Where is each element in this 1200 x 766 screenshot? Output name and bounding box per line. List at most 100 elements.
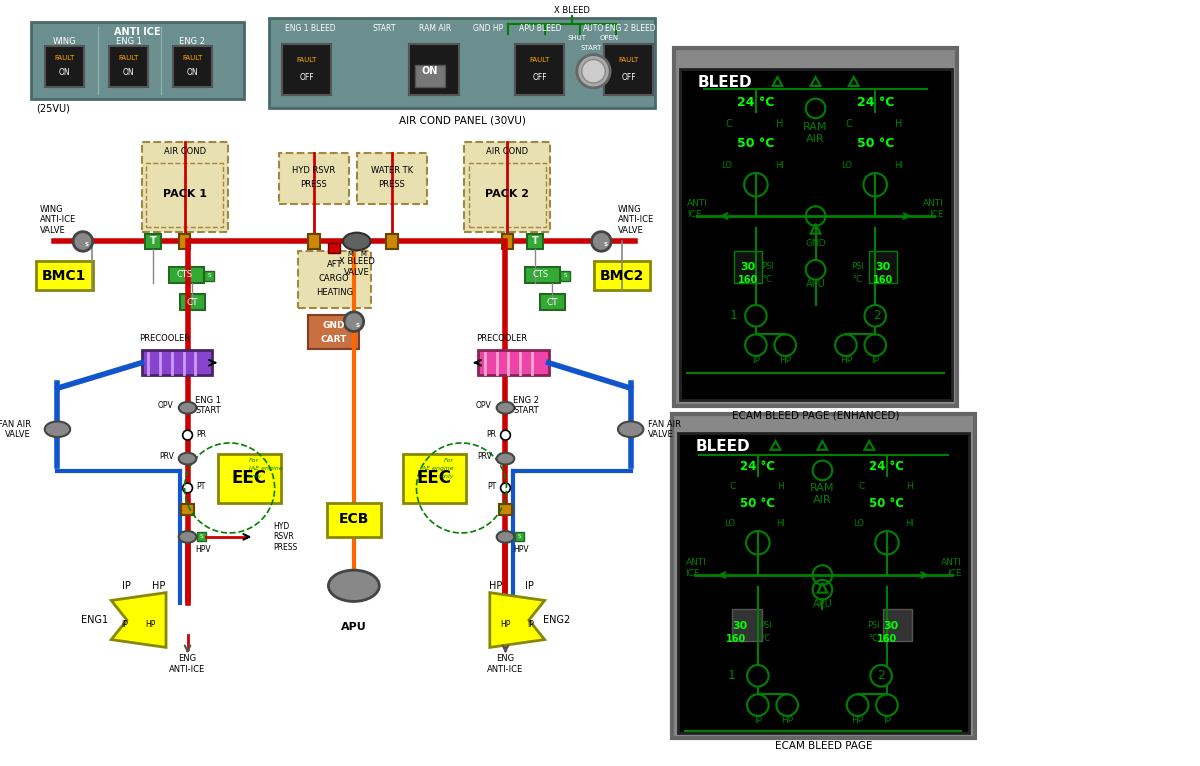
Text: T: T <box>532 237 538 247</box>
Text: FAULT: FAULT <box>119 54 139 61</box>
Text: OFF: OFF <box>622 73 636 82</box>
Ellipse shape <box>577 54 610 88</box>
Bar <box>464 142 551 231</box>
Bar <box>469 163 546 227</box>
Text: 50 °C: 50 °C <box>870 497 905 510</box>
Ellipse shape <box>329 570 379 601</box>
Bar <box>308 315 359 349</box>
Bar <box>197 532 206 541</box>
Text: BLEED: BLEED <box>695 440 750 454</box>
Text: 160: 160 <box>738 274 758 285</box>
Text: S: S <box>517 535 521 539</box>
Bar <box>145 234 161 249</box>
Text: FAULT: FAULT <box>296 57 317 63</box>
Bar <box>605 44 653 95</box>
Bar <box>515 44 564 95</box>
Text: CART: CART <box>320 335 347 344</box>
Text: 2: 2 <box>877 669 886 683</box>
Text: M: M <box>361 251 367 257</box>
Ellipse shape <box>179 402 197 414</box>
Text: AFT: AFT <box>326 260 342 270</box>
Text: APU: APU <box>341 622 367 632</box>
Circle shape <box>500 483 510 493</box>
Bar <box>180 294 205 310</box>
Text: PSI: PSI <box>851 263 864 271</box>
Bar <box>732 609 762 640</box>
Text: X BLEED
VALVE: X BLEED VALVE <box>338 257 374 277</box>
Ellipse shape <box>618 421 643 437</box>
Text: CT: CT <box>547 298 558 306</box>
Text: HP: HP <box>779 356 791 365</box>
Bar <box>282 44 331 95</box>
Text: AIR COND PANEL (30VU): AIR COND PANEL (30VU) <box>398 115 526 125</box>
Text: GND: GND <box>322 321 344 330</box>
Bar <box>44 46 84 87</box>
Text: 50 °C: 50 °C <box>857 137 894 150</box>
Text: PT: PT <box>197 483 205 492</box>
Text: PRECOOLER: PRECOOLER <box>139 334 191 343</box>
Text: WING
ANTI-ICE
VALVE: WING ANTI-ICE VALVE <box>618 205 654 235</box>
Text: PSI: PSI <box>866 621 880 630</box>
Text: S: S <box>355 323 360 328</box>
Text: APU: APU <box>812 599 833 610</box>
Text: FAULT: FAULT <box>618 57 638 63</box>
Text: EEC: EEC <box>416 470 451 487</box>
Text: PR: PR <box>487 430 497 439</box>
Text: WING
ANTI-ICE
VALVE: WING ANTI-ICE VALVE <box>40 205 76 235</box>
Text: HP: HP <box>852 716 864 725</box>
Bar <box>560 271 570 280</box>
Text: 160: 160 <box>726 633 746 643</box>
Text: BMC2: BMC2 <box>600 269 644 283</box>
Text: OPV: OPV <box>476 401 492 411</box>
Text: PSI: PSI <box>760 621 772 630</box>
Text: HPV: HPV <box>514 545 529 554</box>
Text: PT: PT <box>487 483 497 492</box>
Text: HYD RSVR: HYD RSVR <box>292 165 335 175</box>
Text: CTS: CTS <box>176 270 193 280</box>
Text: PSI: PSI <box>761 263 774 271</box>
Text: H: H <box>776 482 784 490</box>
Text: OFF: OFF <box>533 73 547 82</box>
Text: 1: 1 <box>727 669 736 683</box>
Text: °C: °C <box>869 634 878 643</box>
Text: PACK 2: PACK 2 <box>486 189 529 199</box>
Text: C: C <box>858 482 864 490</box>
Text: FAN AIR
VALVE: FAN AIR VALVE <box>648 420 682 439</box>
Bar <box>109 46 149 87</box>
Text: only: only <box>250 473 263 479</box>
Bar <box>502 234 514 249</box>
Text: LO: LO <box>841 161 852 169</box>
Text: FAULT: FAULT <box>182 54 203 61</box>
Text: ENG2: ENG2 <box>542 615 570 625</box>
Text: For: For <box>444 458 454 463</box>
Text: 160: 160 <box>877 633 898 643</box>
Text: IP: IP <box>871 356 880 365</box>
Text: PRV: PRV <box>158 452 174 461</box>
Text: ECAM BLEED PAGE (ENHANCED): ECAM BLEED PAGE (ENHANCED) <box>732 411 899 421</box>
Text: RAM
AIR: RAM AIR <box>810 483 835 505</box>
Text: HYD
RSVR
PRESS: HYD RSVR PRESS <box>274 522 298 552</box>
Bar <box>679 69 952 400</box>
Circle shape <box>500 430 510 440</box>
Text: ANTI ICE: ANTI ICE <box>114 27 161 37</box>
Text: AUTO: AUTO <box>583 24 604 33</box>
Text: 50 °C: 50 °C <box>737 137 774 150</box>
Text: LO: LO <box>853 519 864 528</box>
Text: APU: APU <box>805 280 826 290</box>
Text: GND HP: GND HP <box>473 24 503 33</box>
Text: H: H <box>895 119 902 129</box>
Ellipse shape <box>497 453 515 464</box>
Text: ENG 2
START: ENG 2 START <box>514 396 539 415</box>
Bar <box>527 234 542 249</box>
Bar <box>181 503 194 516</box>
Circle shape <box>73 231 92 251</box>
Bar <box>386 234 398 249</box>
Bar <box>142 142 228 231</box>
Text: HI: HI <box>894 161 904 169</box>
Text: GND: GND <box>805 239 826 248</box>
Circle shape <box>182 483 192 493</box>
Text: HP: HP <box>490 581 503 591</box>
Bar <box>356 153 427 205</box>
Text: HEATING: HEATING <box>316 288 353 296</box>
Text: IP: IP <box>528 620 534 630</box>
